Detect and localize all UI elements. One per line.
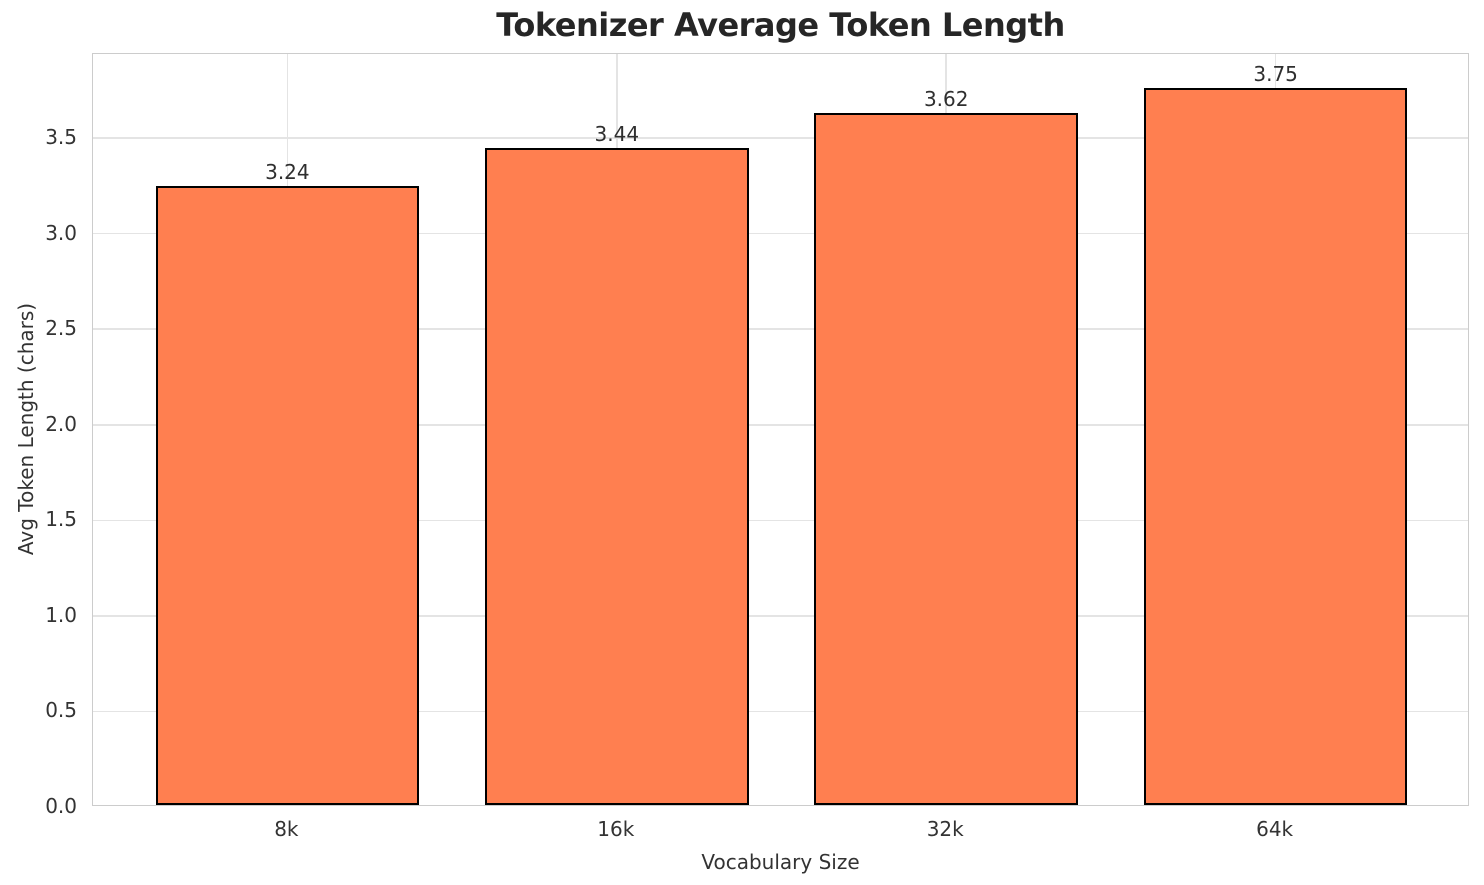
horizontal-gridline: [93, 137, 1468, 139]
y-tick-label: 1.0: [45, 602, 77, 627]
horizontal-gridline: [93, 615, 1468, 617]
y-axis-label: Avg Token Length (chars): [14, 302, 38, 556]
y-tick-label: 3.5: [45, 125, 77, 150]
horizontal-gridline: [93, 424, 1468, 426]
bar-8k: [155, 185, 420, 805]
x-tick-label-8k: 8k: [274, 817, 299, 841]
horizontal-gridline: [93, 519, 1468, 522]
y-tick-label: 2.0: [45, 411, 77, 436]
y-tick-label: 1.5: [45, 507, 77, 532]
x-tick-label-32k: 32k: [926, 817, 964, 841]
chart-title: Tokenizer Average Token Length: [496, 6, 1065, 44]
x-axis-label: Vocabulary Size: [701, 850, 860, 874]
horizontal-gridline: [93, 710, 1468, 713]
bar-16k: [485, 147, 749, 805]
y-tick-label: 0.0: [45, 794, 77, 818]
plot-area: 3.24 3.44 3.62 3.75: [92, 53, 1469, 806]
bar-64k: [1143, 88, 1408, 805]
horizontal-gridline: [93, 328, 1468, 330]
x-tick-label-16k: 16k: [597, 817, 635, 841]
x-tick-label-64k: 64k: [1256, 817, 1294, 841]
bar-32k: [814, 113, 1078, 805]
bar-value-label: 3.75: [1253, 62, 1298, 87]
bar-value-label: 3.44: [594, 121, 640, 146]
y-tick-label: 3.0: [45, 220, 77, 245]
y-tick-label: 0.5: [45, 698, 77, 723]
horizontal-gridline: [93, 232, 1468, 235]
bar-value-label: 3.62: [923, 87, 969, 112]
bar-value-label: 3.24: [265, 159, 310, 184]
y-tick-label: 2.5: [45, 316, 77, 341]
